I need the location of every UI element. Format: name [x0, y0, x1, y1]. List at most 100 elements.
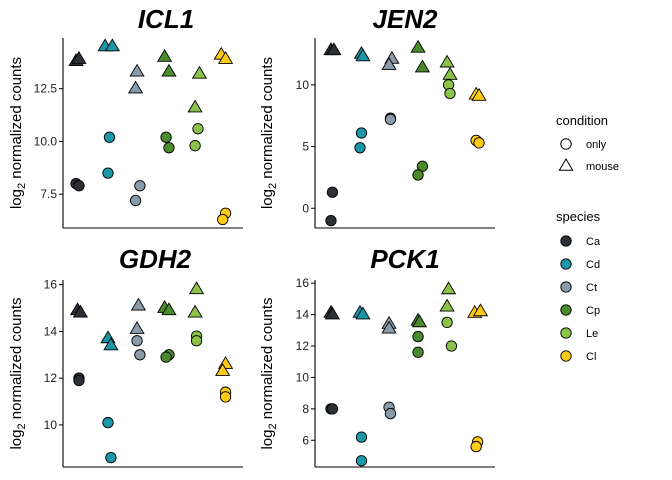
legend-condition-label: mouse	[586, 161, 619, 173]
point-cp-mouse	[411, 314, 428, 328]
legend-swatch-cp	[560, 304, 572, 316]
point-le-mouse	[442, 66, 458, 80]
point-ct-only	[384, 113, 397, 126]
y-axis-label: log2 normalized counts	[259, 297, 279, 449]
point-cp-only	[412, 330, 424, 343]
point-cp-only	[160, 351, 172, 363]
point-cd-only	[103, 131, 116, 143]
y-tick-label: 10.0	[34, 134, 58, 148]
legend-species-label: Cd	[586, 259, 600, 271]
y-axis-label: log2 normalized counts	[8, 57, 28, 209]
point-ca-mouse	[324, 306, 341, 320]
point-le-mouse	[439, 54, 455, 68]
point-cd-only	[355, 431, 368, 443]
point-cd-only	[355, 127, 368, 139]
point-le-only	[190, 335, 203, 347]
point-cp-only	[160, 131, 172, 143]
point-cl-only	[473, 137, 485, 149]
panel-title: PCK1	[370, 244, 439, 274]
point-ca-only	[73, 180, 85, 192]
point-ct-only	[134, 180, 146, 192]
point-ca-only	[326, 186, 339, 198]
point-le-mouse	[191, 65, 208, 79]
legend-triangle-icon	[558, 158, 574, 171]
point-le-mouse	[440, 281, 457, 295]
point-le-mouse	[439, 298, 455, 312]
point-ct-only	[131, 335, 143, 347]
point-ct-mouse	[381, 320, 397, 334]
legend-species-label: Ct	[586, 282, 597, 294]
legend-species-label: Ca	[586, 236, 601, 248]
y-tick-label: 12	[296, 339, 310, 353]
y-tick-label: 10	[44, 418, 58, 432]
point-cd-only	[354, 142, 366, 154]
legend-swatch-cl	[560, 350, 572, 362]
point-cp-only	[412, 169, 424, 181]
point-cp-mouse	[161, 302, 177, 316]
point-cl-mouse	[217, 51, 234, 64]
point-ct-only	[134, 349, 146, 361]
point-cd-only	[102, 416, 114, 429]
panel-title: JEN2	[372, 4, 438, 34]
legend-swatch-le	[560, 327, 572, 339]
point-cd-only	[355, 455, 368, 467]
point-le-only	[441, 316, 453, 329]
point-cl-only	[217, 213, 229, 226]
legend-species-label: Le	[586, 328, 598, 340]
point-ca-mouse	[71, 51, 87, 64]
legend-swatch-cd	[560, 258, 572, 270]
point-ca-mouse	[326, 42, 342, 56]
point-cl-only	[219, 391, 232, 403]
y-tick-label: 14	[44, 324, 58, 338]
legend-condition-label: only	[586, 139, 607, 151]
point-cd-only	[102, 167, 114, 179]
point-cl-mouse	[215, 363, 231, 376]
y-tick-label: 16	[44, 278, 58, 292]
panel-title: ICL1	[138, 4, 194, 34]
point-cd-mouse	[355, 306, 371, 320]
legend-swatch-ca	[560, 235, 572, 247]
point-ct-mouse	[381, 57, 397, 70]
point-cl-mouse	[472, 303, 489, 317]
point-ca-only	[326, 403, 339, 415]
panel-pck1: PCK1 log2 normalized counts 6 8 10 12 14 16	[259, 244, 495, 468]
legend-species-title: species	[556, 209, 601, 224]
point-cp-only	[412, 346, 424, 358]
point-ct-mouse	[129, 321, 145, 334]
y-axis-label: log2 normalized counts	[8, 297, 28, 449]
point-le-only	[445, 340, 458, 352]
point-le-only	[189, 140, 201, 152]
point-ct-mouse	[130, 297, 147, 311]
legend-circle-icon	[560, 138, 572, 150]
y-tick-label: 7.5	[40, 187, 57, 201]
point-cd-mouse	[103, 337, 119, 351]
point-le-only	[192, 123, 204, 135]
panel-gdh2: GDH2 log2 normalized counts 10 12 14 16	[8, 244, 243, 468]
point-ct-only	[129, 194, 142, 207]
y-tick-label: 14	[296, 308, 310, 322]
point-ca-only	[73, 374, 85, 387]
point-cd-mouse	[355, 48, 371, 62]
chart-panels: ICL1 log2 normalized counts 7.5 10.0 12.5 JEN…	[8, 4, 495, 468]
y-tick-label: 10	[296, 370, 310, 384]
panel-jen2: JEN2 log2 normalized counts 0 5 10	[259, 4, 495, 229]
y-tick-label: 0	[302, 201, 309, 215]
point-le-mouse	[187, 304, 203, 318]
point-cp-only	[163, 142, 175, 154]
point-cp-mouse	[410, 39, 426, 53]
y-tick-label: 5	[302, 140, 309, 154]
y-tick-label: 10	[296, 78, 310, 92]
point-le-mouse	[187, 99, 203, 113]
y-tick-label: 8	[302, 402, 309, 416]
legend-species-label: Cp	[586, 305, 600, 317]
point-ct-mouse	[127, 80, 144, 94]
point-ct-mouse	[129, 63, 145, 77]
point-le-mouse	[188, 281, 205, 295]
point-cl-mouse	[471, 87, 487, 101]
point-ca-only	[325, 214, 337, 227]
point-cl-only	[470, 440, 482, 453]
point-cp-mouse	[156, 48, 173, 62]
legend-species-label: Cl	[586, 351, 596, 363]
y-tick-label: 6	[302, 433, 309, 447]
